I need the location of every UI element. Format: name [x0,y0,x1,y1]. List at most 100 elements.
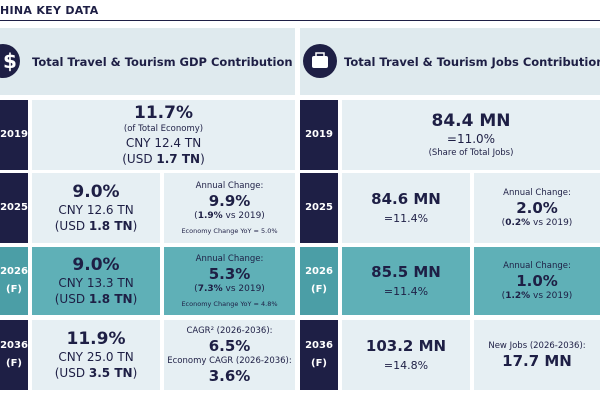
change-label: New Jobs (2026-2036): [488,341,586,351]
briefcase-glyph [312,52,328,68]
text: (USD [54,366,89,380]
jobs-panel-header: Total Travel & Tourism Jobs Contribution [300,28,600,95]
change-value: 17.7 MN [502,352,572,370]
change-value: 1.0% [516,272,558,290]
year: 2036 [305,340,333,351]
year-cell: 2036 (F) [0,320,28,390]
jobs-change-cell: Annual Change: 1.0% (1.2% vs 2019) [474,247,600,315]
jobs-change-cell: Annual Change: 2.0% (0.2% vs 2019) [474,173,600,243]
text: 7.3% [197,284,223,294]
text: vs 2019) [530,291,573,301]
economy-change: Economy Change YoY = 5.0% [181,227,278,235]
change-value: 6.5% [208,337,251,355]
economy-value: 3.6% [208,367,251,385]
briefcase-icon [303,44,337,78]
jobs-value: 103.2 MN [365,336,447,355]
year-cell: 2036 (F) [300,320,338,390]
jobs-cell: 84.6 MN =11.4% [342,173,470,243]
year: 2026 [0,266,28,277]
jobs-value: 85.5 MN [371,262,441,281]
gdp-usd: (USD 1.8 TN) [55,291,138,307]
vs-line: (0.2% vs 2019) [502,217,573,229]
jobs-change-cell: New Jobs (2026-2036): 17.7 MN [474,320,600,390]
jobs-cell: 84.4 MN =11.0% (Share of Total Jobs) [342,100,600,170]
gdp-usd: (USD 1.8 TN) [55,218,138,234]
year-cell: 2026 (F) [0,247,28,315]
year: (F) [6,284,22,295]
rule [0,20,600,21]
dollar-icon: $ [0,44,20,78]
year: 2019 [0,129,28,140]
gdp-usd: (USD 3.5 TN) [55,365,138,381]
text: 1.7 TN [156,152,201,166]
year: 2019 [305,129,333,140]
panel-title: Total Travel & Tourism Jobs Contribution [344,54,600,69]
change-label: Annual Change: [195,254,264,264]
dollar-glyph: $ [3,49,17,73]
year: (F) [311,358,327,369]
change-value: 9.9% [208,192,251,210]
change-value: 2.0% [516,199,558,217]
gdp-value: 9.0% [72,182,120,202]
gdp-change-cell: CAGR² (2026-2036): 6.5% Economy CAGR (2026… [164,320,295,390]
year-cell: 2025 [300,173,338,243]
year-cell: 2026 (F) [300,247,338,315]
change-label: Annual Change: [195,181,264,191]
text: ( [501,291,506,301]
gdp-cell: 11.9% CNY 25.0 TN (USD 3.5 TN) [32,320,160,390]
text: ( [194,211,198,221]
panel-title: Total Travel & Tourism GDP Contribution [32,54,293,69]
page-title: HINA KEY DATA [0,4,99,17]
year: 2036 [0,340,28,351]
change-label: Annual Change: [503,188,571,198]
jobs-cell: 103.2 MN =14.8% [342,320,470,390]
gdp-cell: 9.0% CNY 12.6 TN (USD 1.8 TN) [32,173,160,243]
text: ( [194,284,198,294]
vs-line: (7.3% vs 2019) [194,283,265,295]
text: vs 2019) [222,211,265,221]
economy-label: Economy CAGR (2026-2036): [167,356,292,366]
text: (USD [54,292,89,306]
gdp-value: 11.9% [66,329,126,349]
text: 0.2% [505,218,531,228]
year-cell: 2025 [0,173,28,243]
gdp-note: (of Total Economy) [123,124,204,134]
year-cell: 2019 [0,100,28,170]
text: (USD [54,219,89,233]
text: 1.8 TN [88,219,133,233]
gdp-panel-header: $ Total Travel & Tourism GDP Contributio… [0,28,295,95]
text: (USD [122,152,157,166]
gdp-cny: CNY 12.4 TN [125,136,202,150]
text: vs 2019) [530,218,573,228]
svg-text:$: $ [3,49,17,73]
jobs-share: =14.8% [383,358,429,372]
gdp-change-cell: Annual Change: 9.9% (1.9% vs 2019) Economy … [164,173,295,243]
year: (F) [6,358,22,369]
text: ) [132,366,138,380]
text: ( [501,218,506,228]
gdp-usd: (USD 1.7 TN) [122,151,205,167]
jobs-share: =11.4% [383,284,429,298]
text: 1.2% [505,291,531,301]
year-cell: 2019 [300,100,338,170]
text: ) [132,219,138,233]
change-label: Annual Change: [503,261,571,271]
jobs-note: (Share of Total Jobs) [428,148,514,158]
gdp-change-cell: Annual Change: 5.3% (7.3% vs 2019) Economy … [164,247,295,315]
jobs-cell: 85.5 MN =11.4% [342,247,470,315]
change-label: CAGR² (2026-2036): [186,326,273,336]
jobs-value: 84.6 MN [371,189,441,208]
text: 3.5 TN [88,366,133,380]
text: 1.9% [197,211,223,221]
text: vs 2019) [222,284,265,294]
year: 2025 [0,202,28,213]
jobs-share: =11.4% [383,211,429,225]
year: 2025 [305,202,333,213]
gdp-cny: CNY 12.6 TN [58,203,134,217]
text: ) [132,292,138,306]
gdp-value: 11.7% [134,103,193,123]
change-value: 5.3% [208,265,251,283]
gdp-cell: 11.7% (of Total Economy) CNY 12.4 TN (US… [32,100,295,170]
gdp-cny: CNY 25.0 TN [58,350,134,364]
